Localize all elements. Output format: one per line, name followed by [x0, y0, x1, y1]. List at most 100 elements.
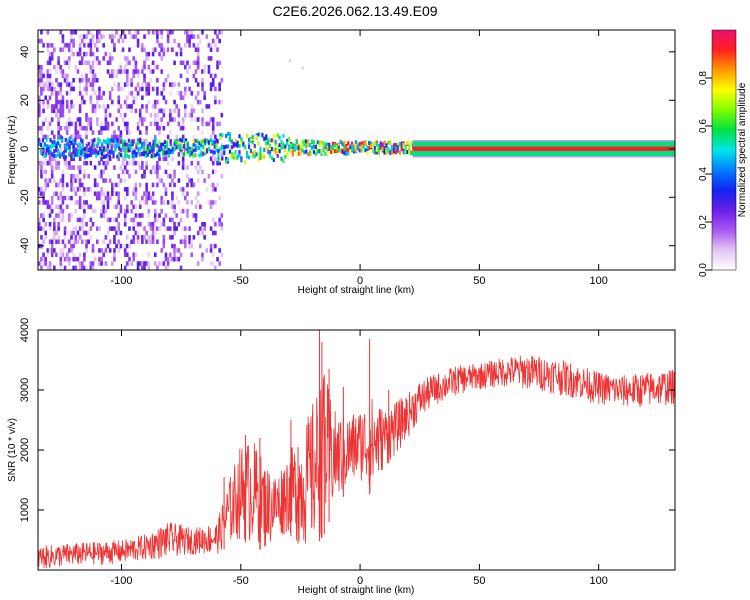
- heatmap-cell: [72, 139, 75, 144]
- heatmap-cell: [166, 226, 170, 231]
- heatmap-cell: [74, 150, 77, 155]
- heatmap-cell: [179, 51, 183, 57]
- heatmap-cell: [70, 165, 73, 170]
- heatmap-cell: [121, 47, 125, 52]
- heatmap-cell: [98, 30, 101, 31]
- heatmap-cell: [221, 156, 224, 161]
- heatmap-cell: [97, 137, 100, 142]
- heatmap-cell: [132, 235, 136, 240]
- spectrogram-frame: [37, 29, 676, 271]
- heatmap-cell: [147, 195, 151, 201]
- y-tick-label: 0: [19, 146, 31, 152]
- heatmap-cell: [276, 133, 279, 138]
- heatmap-cell: [132, 30, 136, 31]
- heatmap-cell: [48, 121, 52, 127]
- heatmap-cell: [53, 108, 56, 114]
- heatmap-cell: [95, 95, 99, 100]
- heatmap-cell: [108, 154, 111, 159]
- heatmap-cell: [179, 143, 182, 148]
- x-tick-label: 0: [357, 575, 363, 587]
- heatmap-cell: [141, 160, 144, 166]
- heatmap-cell: [310, 139, 314, 144]
- heatmap-cell: [207, 200, 211, 205]
- heatmap-cell: [93, 143, 96, 148]
- heatmap-cell: [165, 147, 169, 152]
- heatmap-cell: [166, 256, 170, 262]
- heatmap-cell: [214, 156, 217, 162]
- heatmap-cell: [196, 139, 199, 144]
- heatmap-cell: [87, 60, 90, 66]
- heatmap-cell: [130, 217, 133, 223]
- heatmap-cell: [126, 60, 129, 66]
- heatmap-cell: [192, 34, 196, 39]
- heatmap-cell: [220, 252, 224, 258]
- heatmap-cell: [104, 140, 108, 145]
- heatmap-cell: [95, 239, 99, 244]
- heatmap-cell: [223, 145, 226, 150]
- heatmap-cell: [214, 243, 217, 249]
- heatmap-cell: [186, 78, 189, 83]
- heatmap-cell: [61, 69, 65, 74]
- heatmap-cell: [156, 169, 159, 175]
- heatmap-cell: [138, 204, 142, 210]
- heatmap-cell: [194, 60, 198, 66]
- heatmap-cell: [111, 56, 114, 61]
- heatmap-cell: [50, 51, 54, 57]
- heatmap-cell: [276, 153, 279, 158]
- heatmap-cell: [141, 195, 144, 201]
- heatmap-cell: [117, 248, 121, 253]
- heatmap-cell: [368, 146, 371, 151]
- heatmap-cell: [168, 174, 172, 179]
- heatmap-cell: [89, 99, 93, 105]
- heatmap-cell: [48, 43, 52, 48]
- heatmap-cell: [149, 226, 153, 231]
- heatmap-cell: [145, 104, 148, 109]
- heatmap-cell: [78, 165, 82, 170]
- heatmap-cell: [134, 182, 138, 188]
- heatmap-cell: [137, 150, 140, 155]
- heatmap-cell: [44, 82, 48, 87]
- snr-series-line: [38, 355, 675, 569]
- heatmap-cell: [238, 134, 241, 139]
- heatmap-cell: [127, 154, 130, 159]
- heatmap-cell: [98, 130, 101, 135]
- heatmap-cell: [175, 256, 179, 262]
- heatmap-cell: [232, 143, 235, 148]
- heatmap-cell: [211, 121, 215, 127]
- heatmap-cell: [72, 226, 75, 231]
- heatmap-cell: [74, 147, 78, 153]
- heatmap-cell: [50, 56, 54, 61]
- heatmap-cell: [68, 117, 71, 122]
- heatmap-cell: [314, 144, 317, 149]
- heatmap-cell: [50, 243, 54, 249]
- heatmap-cell: [214, 265, 217, 270]
- heatmap-cell: [115, 230, 118, 236]
- heatmap-cell: [168, 182, 172, 188]
- heatmap-cell: [68, 108, 71, 114]
- heatmap-cell: [318, 140, 321, 145]
- heatmap-cell: [156, 174, 159, 179]
- heatmap-cell: [57, 226, 60, 231]
- heatmap-cell: [337, 148, 340, 153]
- heatmap-cell: [53, 217, 56, 223]
- heatmap-cell: [335, 145, 338, 150]
- heatmap-cell: [115, 30, 118, 35]
- heatmap-cell: [115, 30, 118, 31]
- heatmap-cell: [38, 112, 41, 118]
- heatmap-cell: [68, 248, 71, 253]
- heatmap-cell: [121, 140, 125, 145]
- heatmap-cell: [117, 174, 121, 179]
- heatmap-cell: [145, 200, 148, 205]
- heatmap-cell: [117, 82, 121, 87]
- heatmap-cell: [153, 230, 157, 236]
- heatmap-cell: [147, 82, 151, 87]
- heatmap-cell: [74, 134, 78, 140]
- heatmap-cell: [83, 230, 86, 236]
- heatmap-cell: [202, 145, 205, 150]
- heatmap-cell: [141, 265, 144, 270]
- heatmap-cell: [316, 140, 319, 145]
- heatmap-cell: [177, 248, 181, 253]
- heatmap-cell: [63, 78, 67, 83]
- heatmap-cell: [38, 222, 41, 227]
- heatmap-cell: [95, 56, 99, 61]
